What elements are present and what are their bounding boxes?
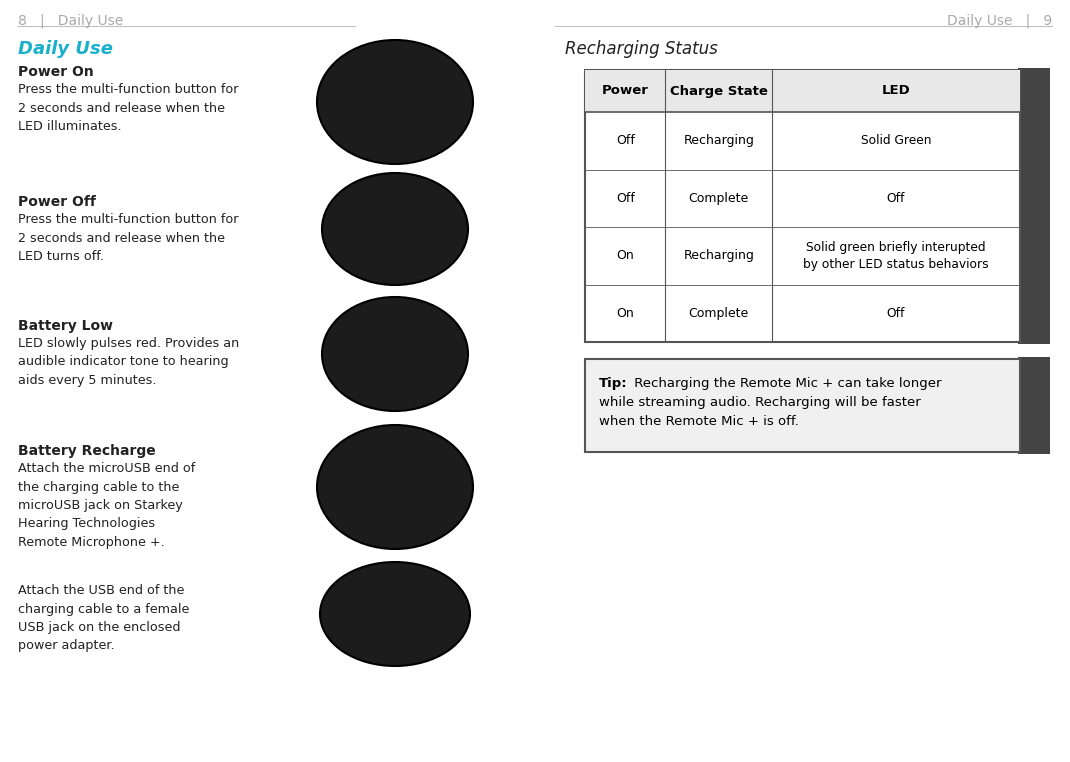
Text: Attach the USB end of the
charging cable to a female
USB jack on the enclosed
po: Attach the USB end of the charging cable…	[18, 584, 189, 652]
Text: On: On	[616, 307, 635, 320]
Text: Attach the microUSB end of
the charging cable to the
microUSB jack on Starkey
He: Attach the microUSB end of the charging …	[18, 462, 195, 549]
Text: Off: Off	[616, 134, 635, 147]
Text: Recharging: Recharging	[684, 134, 754, 147]
Text: Complete: Complete	[689, 192, 749, 205]
Text: Daily Use: Daily Use	[18, 40, 113, 58]
Bar	[1018, 68, 1050, 344]
Text: Battery Recharge: Battery Recharge	[18, 444, 156, 458]
Text: Solid Green: Solid Green	[860, 134, 931, 147]
Text: Daily Use   |   9: Daily Use | 9	[947, 14, 1052, 28]
Text: Power Off: Power Off	[18, 195, 96, 209]
Ellipse shape	[317, 425, 473, 549]
Text: Recharging Status: Recharging Status	[565, 40, 718, 58]
Text: Power On: Power On	[18, 65, 94, 79]
Ellipse shape	[322, 297, 468, 411]
Text: while streaming audio. Recharging will be faster: while streaming audio. Recharging will b…	[599, 396, 921, 409]
Text: Complete: Complete	[689, 307, 749, 320]
Text: LED: LED	[882, 85, 911, 98]
Ellipse shape	[320, 562, 470, 666]
Text: Recharging: Recharging	[684, 249, 754, 262]
Text: Power: Power	[601, 85, 648, 98]
Text: On: On	[616, 249, 635, 262]
Text: when the Remote Mic + is off.: when the Remote Mic + is off.	[599, 415, 798, 428]
Ellipse shape	[317, 40, 473, 164]
Text: Recharging the Remote Mic + can take longer: Recharging the Remote Mic + can take lon…	[630, 377, 942, 390]
Text: Off: Off	[887, 192, 905, 205]
Text: Off: Off	[616, 192, 635, 205]
Bar	[585, 70, 1020, 112]
Text: 8   |   Daily Use: 8 | Daily Use	[18, 14, 123, 28]
Text: Press the multi-function button for
2 seconds and release when the
LED illuminat: Press the multi-function button for 2 se…	[18, 83, 239, 133]
Text: Charge State: Charge State	[670, 85, 767, 98]
Ellipse shape	[322, 173, 468, 285]
Bar	[585, 70, 1020, 342]
Text: LED slowly pulses red. Provides an
audible indicator tone to hearing
aids every : LED slowly pulses red. Provides an audib…	[18, 337, 240, 387]
Text: Off: Off	[887, 307, 905, 320]
Text: Tip:: Tip:	[599, 377, 628, 390]
Bar	[585, 359, 1020, 452]
Bar	[1018, 357, 1050, 454]
Text: Battery Low: Battery Low	[18, 319, 113, 333]
Text: Press the multi-function button for
2 seconds and release when the
LED turns off: Press the multi-function button for 2 se…	[18, 213, 239, 263]
Text: Solid green briefly interupted
by other LED status behaviors: Solid green briefly interupted by other …	[804, 241, 989, 271]
